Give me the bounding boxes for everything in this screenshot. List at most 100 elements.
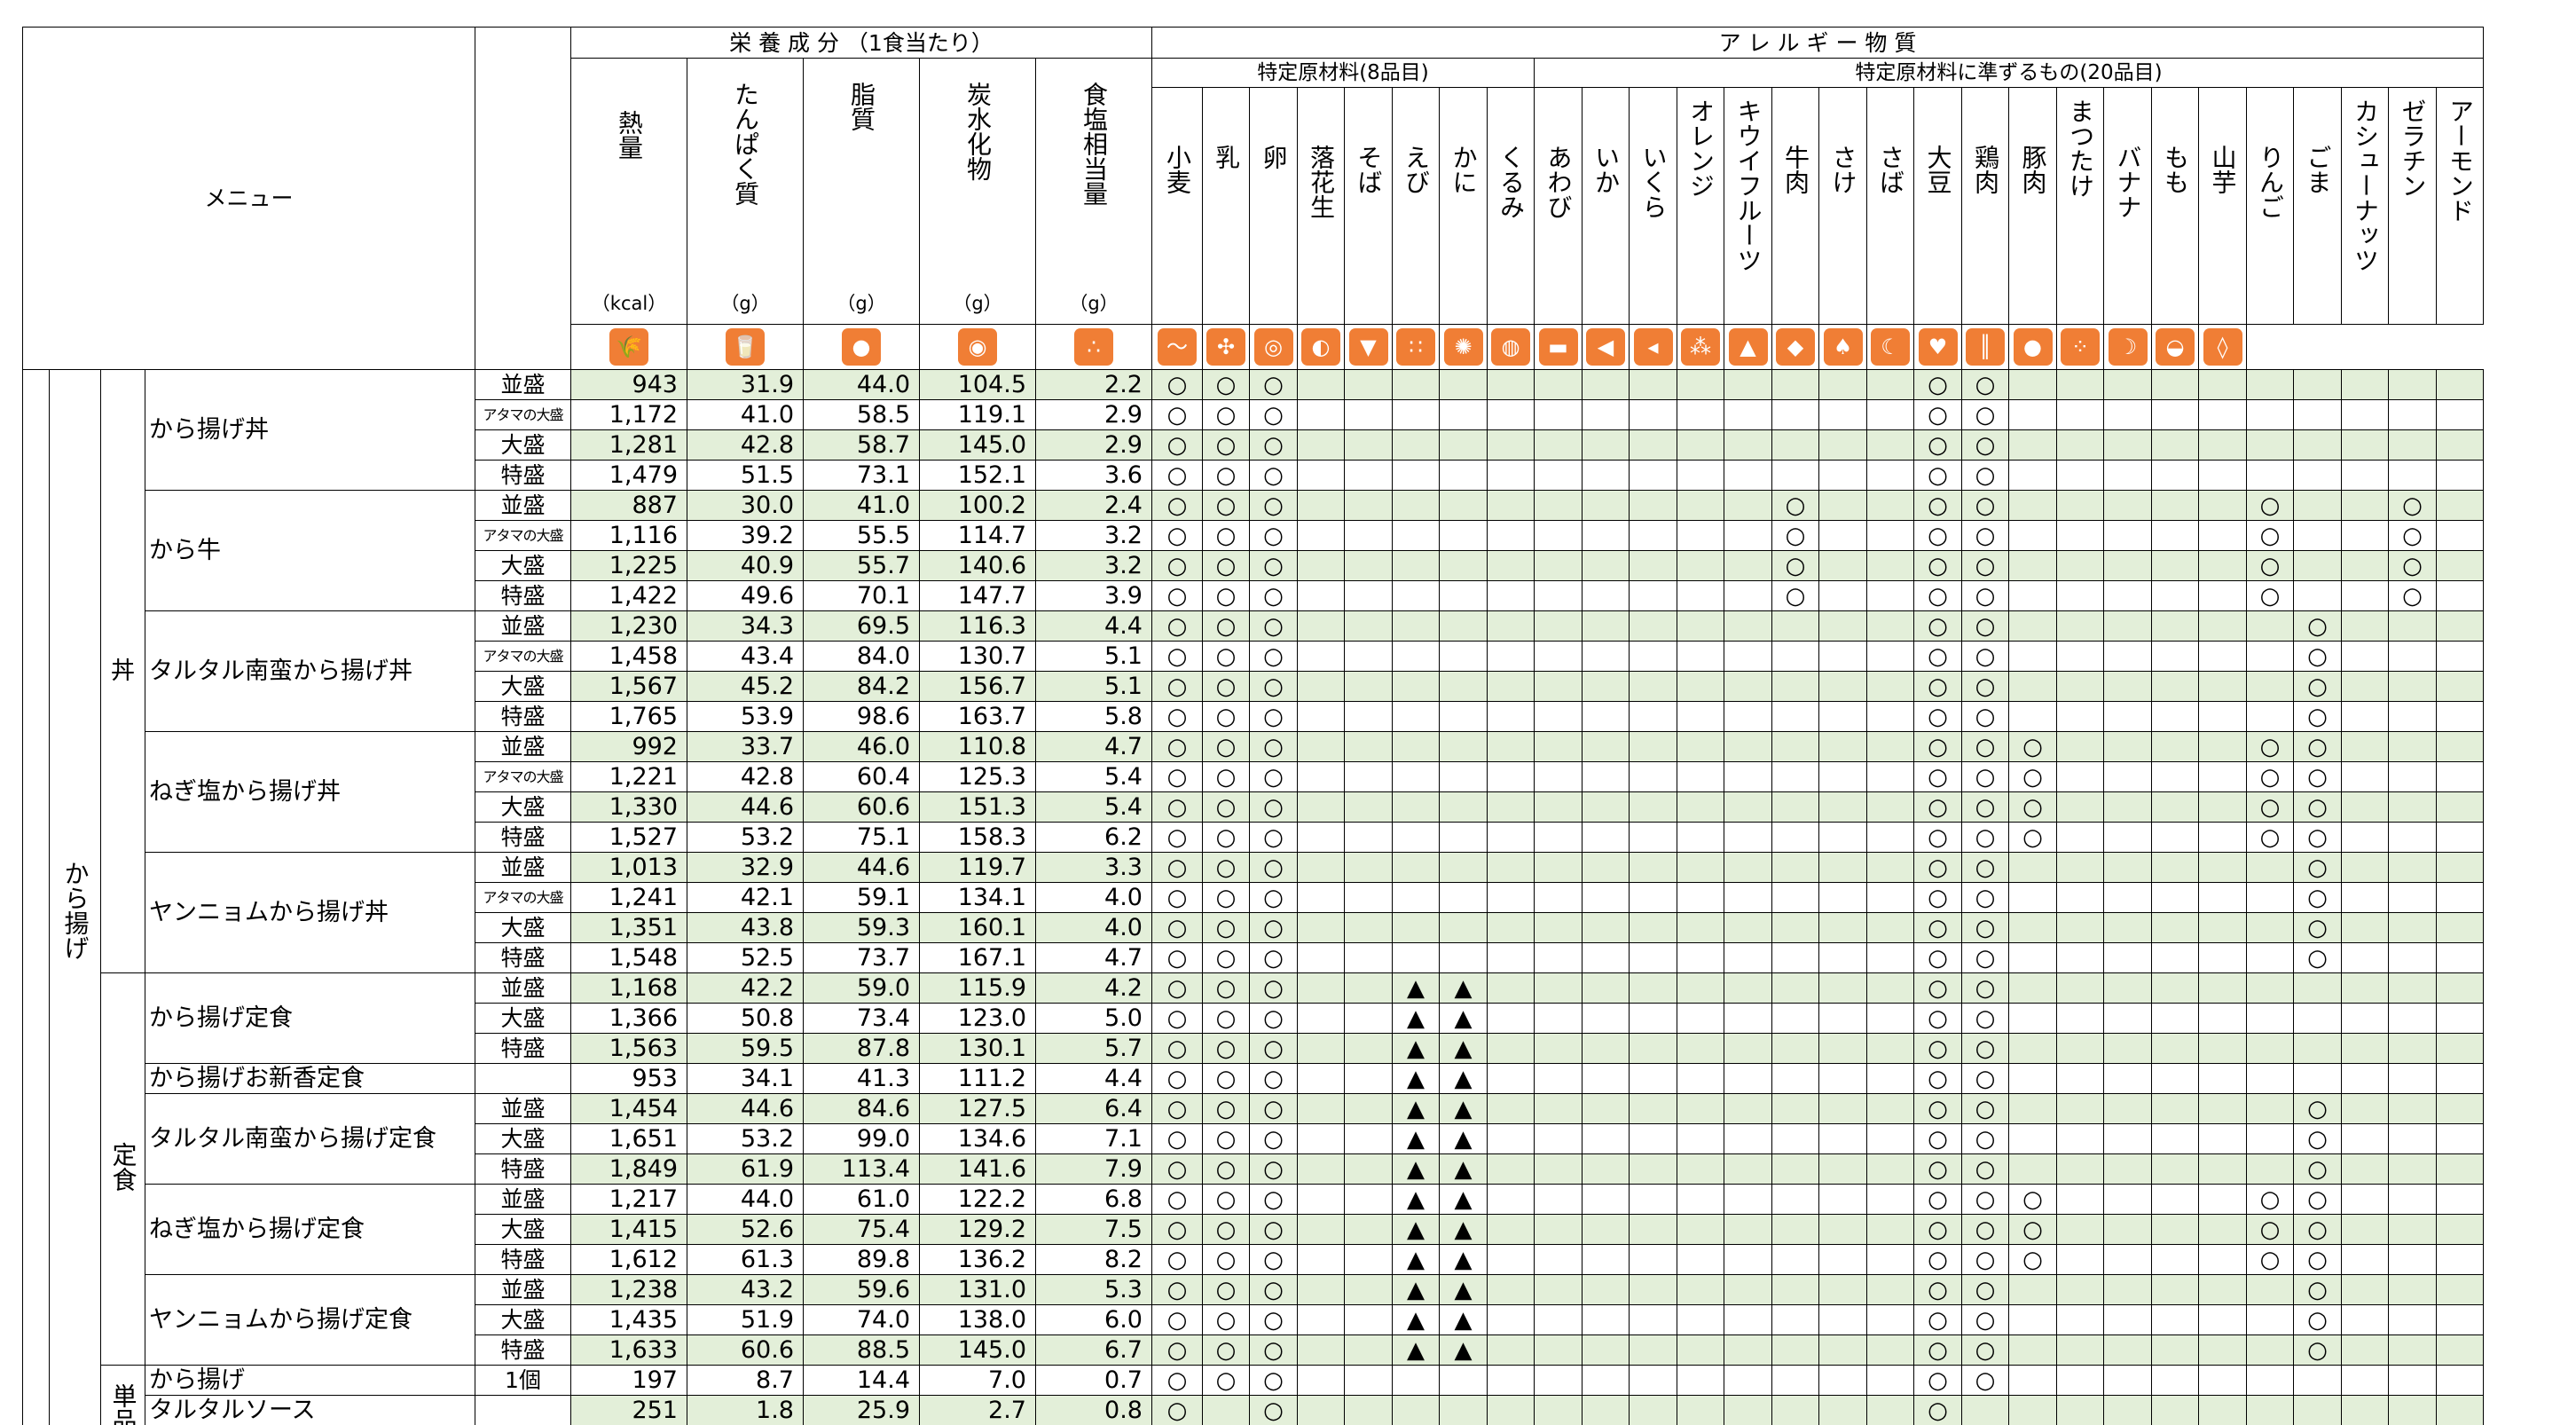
allergen-mark xyxy=(1297,731,1345,762)
allergen-mark xyxy=(1344,791,1393,823)
allergen-mark: ▲ xyxy=(1392,1244,1440,1275)
allergen-mark xyxy=(1724,1153,1772,1185)
allergen-mark xyxy=(2246,1063,2294,1094)
allergen-mark: ○ xyxy=(1249,822,1298,853)
allergen-mark xyxy=(1297,701,1345,732)
allergen-mark xyxy=(2151,882,2199,913)
allergen-mark xyxy=(1392,460,1440,491)
allergen-mark xyxy=(2103,460,2152,491)
allergen-mark: ○ xyxy=(1771,550,1819,581)
table-row: 大盛 1,415 52.6 75.4 129.2 7.5 ○ ○ ○ ▲ ▲ ○ ○ ○ ○ ○ xyxy=(23,1214,2484,1245)
table-row: 大盛 1,435 51.9 74.0 138.0 6.0 ○ ○ ○ ▲ ▲ ○ ○ ○ xyxy=(23,1304,2484,1335)
nutrient-value: 130.7 xyxy=(919,641,1036,672)
allergen-mark xyxy=(1392,882,1440,913)
nutrient-value: 4.7 xyxy=(1035,942,1152,973)
allergen-mark xyxy=(1534,520,1583,551)
allergen-mark: ○ xyxy=(1913,731,1962,762)
allergen-mark: ○ xyxy=(1249,1304,1298,1335)
allergen-mark xyxy=(1771,1395,1819,1425)
nutrient-value: 53.2 xyxy=(687,822,804,853)
allergen-mark: ▲ xyxy=(1439,1063,1488,1094)
allergen-mark: ○ xyxy=(1202,701,1250,732)
allergen-mark xyxy=(1344,429,1393,461)
allergen-mark: ○ xyxy=(2008,822,2057,853)
allergen-mark xyxy=(1818,610,1867,642)
nutrient-value: 145.0 xyxy=(919,1334,1036,1366)
allergen-mark: ○ xyxy=(1961,1003,2009,1034)
allergen-mark: ○ xyxy=(2293,1244,2342,1275)
allergen-mark: ○ xyxy=(1151,1395,1203,1425)
portion-size: 特盛 xyxy=(475,1334,571,1366)
allergen-mark: ○ xyxy=(1249,671,1298,702)
allergen-mark xyxy=(1487,822,1535,853)
nutrient-value: 1,435 xyxy=(570,1304,687,1335)
nutrient-value: 69.5 xyxy=(803,610,920,642)
allergen-mark xyxy=(2056,490,2104,521)
allergen-mark xyxy=(2388,1184,2437,1215)
allergen-mark xyxy=(2341,1365,2389,1396)
allergen-mark xyxy=(2151,1184,2199,1215)
allergen-mark: ○ xyxy=(1961,791,2009,823)
table-row: 特盛 1,849 61.9 113.4 141.6 7.9 ○ ○ ○ ▲ ▲ ○ ○ ○ xyxy=(23,1153,2484,1185)
allergen-icon-cell: 🥛 xyxy=(687,324,804,370)
allergen-mark xyxy=(1629,1033,1677,1064)
allergen-mark xyxy=(1677,1274,1724,1305)
allergen-mark xyxy=(2341,1304,2389,1335)
nutrient-value: 3.9 xyxy=(1035,580,1152,611)
allergen-mark xyxy=(1818,671,1867,702)
allergen-mark: ○ xyxy=(2246,791,2294,823)
allergen-mark xyxy=(1677,882,1724,913)
allergen-mark xyxy=(1629,852,1677,883)
allergen-mark: ○ xyxy=(1151,429,1203,461)
nutrient-value: 98.6 xyxy=(803,701,920,732)
allergen-icon-cell: ✺ xyxy=(1439,324,1488,370)
allergen-mark xyxy=(2436,1093,2484,1124)
allergen-mark xyxy=(2056,671,2104,702)
allergen-mark xyxy=(1866,1304,1914,1335)
nutrient-value: 99.0 xyxy=(803,1123,920,1154)
allergen-mark: ○ xyxy=(1961,912,2009,943)
allergen-mark xyxy=(1677,429,1724,461)
allergen-mark xyxy=(2151,550,2199,581)
allergen-mark xyxy=(1344,1063,1393,1094)
allergen-mark xyxy=(1677,791,1724,823)
allergen-mark xyxy=(1534,972,1583,1004)
allergen-label: そば xyxy=(1354,145,1384,194)
allergen-mark xyxy=(1297,791,1345,823)
nutrient-value: 25.9 xyxy=(803,1395,920,1425)
allergen-mark xyxy=(2198,791,2247,823)
allergen-icon-cell: ◐ xyxy=(1297,324,1345,370)
table-row: から揚げお新香定食 953 34.1 41.3 111.2 4.4 ○ ○ ○ ▲ ▲ ○ ○ xyxy=(23,1063,2484,1094)
allergen-mark xyxy=(1297,1184,1345,1215)
nutrient-value: 1,612 xyxy=(570,1244,687,1275)
allergen-mark: ○ xyxy=(1961,490,2009,521)
allergen-mark xyxy=(1534,460,1583,491)
allergen-mark xyxy=(1582,1334,1630,1366)
allergen-mark xyxy=(1392,490,1440,521)
allergen-mark xyxy=(1344,1003,1393,1034)
allergen-mark: ○ xyxy=(1249,1033,1298,1064)
shrimp-icon: 〜 xyxy=(1158,328,1197,366)
nutrient-value: 84.2 xyxy=(803,671,920,702)
nutrient-value: 41.3 xyxy=(803,1063,920,1094)
allergen-mark xyxy=(1344,822,1393,853)
portion-size: 並盛 xyxy=(475,972,571,1004)
allergen-icon-cell: ♥ xyxy=(1913,324,1962,370)
allergen-mark xyxy=(2056,1274,2104,1305)
allergen-mark xyxy=(2198,1395,2247,1425)
allergen-mark xyxy=(2056,429,2104,461)
nutrient-value: 73.7 xyxy=(803,942,920,973)
allergen-mark: ○ xyxy=(1249,1365,1298,1396)
allergen-mark xyxy=(1771,1153,1819,1185)
portion-size: 並盛 xyxy=(475,731,571,762)
allergen-mark xyxy=(1582,761,1630,792)
allergen-mark xyxy=(2198,520,2247,551)
allergen-mark xyxy=(2436,882,2484,913)
allergen-mark xyxy=(1487,761,1535,792)
allergen-mark: ○ xyxy=(1913,1033,1962,1064)
allergen-mark xyxy=(1582,580,1630,611)
nutrient-value: 44.6 xyxy=(687,791,804,823)
allergen-mark xyxy=(1818,399,1867,430)
nutrient-value: 7.0 xyxy=(919,1365,1036,1396)
allergen-mark xyxy=(1866,791,1914,823)
